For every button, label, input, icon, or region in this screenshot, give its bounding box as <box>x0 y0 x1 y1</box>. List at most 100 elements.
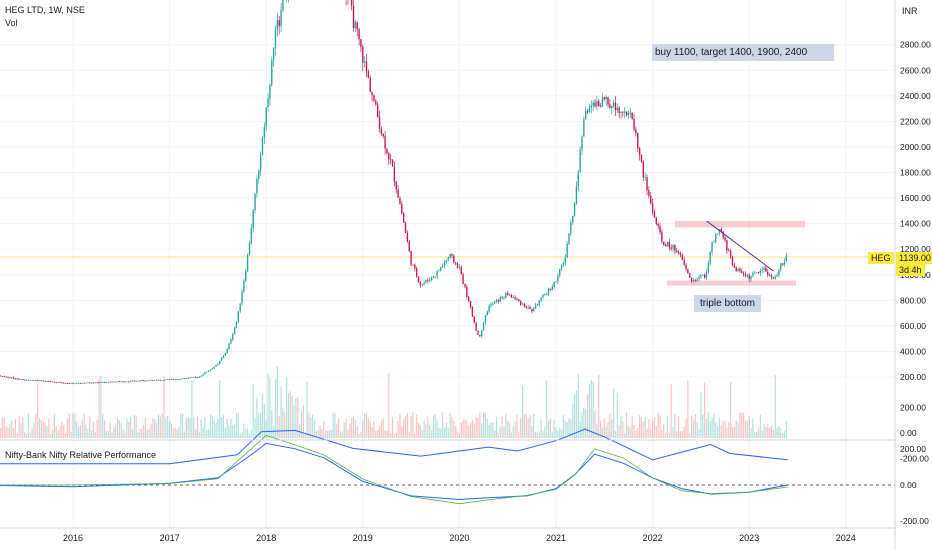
volume-bar <box>256 398 258 438</box>
volume-bar <box>694 414 696 438</box>
volume-bar <box>637 427 639 438</box>
volume-bar <box>68 413 70 438</box>
volume-bar <box>464 419 466 438</box>
triple-bottom-note: triple bottom <box>694 295 761 312</box>
candle-body <box>731 256 734 265</box>
volume-bar <box>310 417 312 438</box>
candle-body <box>451 253 453 256</box>
candle-body <box>611 106 613 108</box>
volume-bar <box>128 421 130 438</box>
volume-bar <box>743 412 745 438</box>
vol-label: Vol <box>5 18 18 28</box>
candle-body <box>206 371 208 373</box>
candle-body <box>438 270 440 272</box>
volume-bar <box>7 428 9 438</box>
volume-bar <box>209 414 212 438</box>
volume-bar <box>638 415 641 438</box>
candle-body <box>493 301 496 304</box>
volume-bar <box>241 431 243 438</box>
volume-bar <box>704 382 706 438</box>
candle-body <box>566 243 568 258</box>
volume-bar <box>436 419 438 438</box>
volume-bar <box>438 427 440 438</box>
candle-body <box>22 379 24 380</box>
candle-body <box>512 297 514 299</box>
candle-body <box>542 294 544 298</box>
candle-body <box>728 250 730 252</box>
volume-bar <box>605 426 607 438</box>
volume-bar <box>116 417 119 438</box>
candle-body <box>3 376 5 378</box>
volume-bar <box>607 421 609 438</box>
candle-body <box>204 372 206 375</box>
volume-bar <box>642 421 644 438</box>
volume-bar <box>514 420 516 438</box>
volume-bar <box>689 433 691 438</box>
candle-body <box>35 380 37 382</box>
candle-body <box>150 379 152 381</box>
volume-bar <box>434 414 436 438</box>
volume-bar <box>276 365 278 438</box>
volume-bar <box>313 419 316 438</box>
volume-bar <box>696 422 698 438</box>
volume-bar <box>542 431 544 438</box>
volume-bar <box>18 415 20 438</box>
candle-body <box>189 377 191 379</box>
volume-bar <box>503 426 505 438</box>
candle-body <box>533 308 535 312</box>
volume-bar <box>761 431 763 438</box>
volume-bar <box>258 413 260 438</box>
volume-bar <box>609 414 611 438</box>
volume-bar <box>468 425 470 438</box>
candle-body <box>113 381 115 383</box>
volume-bar <box>442 412 444 438</box>
volume-bar <box>395 432 397 438</box>
candle-body <box>458 267 461 269</box>
volume-bar <box>289 391 291 438</box>
volume-bar <box>248 433 251 438</box>
volume-bar <box>776 427 778 438</box>
candle-body <box>488 305 490 312</box>
candle-body <box>64 382 67 384</box>
volume-bar <box>237 412 239 438</box>
volume-bar <box>98 379 100 438</box>
volume-bar <box>302 405 304 438</box>
volume-bar <box>585 408 587 438</box>
volume-bar <box>724 420 726 438</box>
volume-bar <box>644 416 646 438</box>
volume-pane <box>0 365 787 438</box>
volume-bar <box>232 425 234 438</box>
candle-body <box>616 107 619 110</box>
candle-body <box>51 381 54 383</box>
candle-body <box>183 378 186 380</box>
volume-bar <box>157 414 160 438</box>
candle-body <box>239 303 241 312</box>
volume-bar <box>681 430 683 438</box>
candle-body <box>191 377 193 378</box>
candle-body <box>436 270 438 277</box>
candle-body <box>713 241 715 243</box>
volume-bar <box>529 414 531 438</box>
candle-body <box>213 366 215 369</box>
volume-bar <box>0 428 2 438</box>
candle-body <box>282 0 284 11</box>
candle-body <box>492 303 494 305</box>
volume-bar <box>382 418 384 438</box>
volume-bar <box>717 426 719 438</box>
volume-bar <box>414 433 416 438</box>
volume-bar <box>135 416 137 438</box>
candle-body <box>484 315 487 324</box>
volume-bar <box>627 426 630 438</box>
candle-body <box>570 222 572 234</box>
volume-bar <box>352 416 355 438</box>
volume-bar <box>89 416 91 438</box>
volume-bar <box>332 413 334 438</box>
volume-bar <box>778 425 780 438</box>
volume-bar <box>458 433 460 438</box>
volume-bar <box>245 428 247 438</box>
volume-bar <box>306 381 308 438</box>
volume-bar <box>590 380 592 438</box>
candle-body <box>430 276 433 281</box>
volume-bar <box>720 425 722 438</box>
